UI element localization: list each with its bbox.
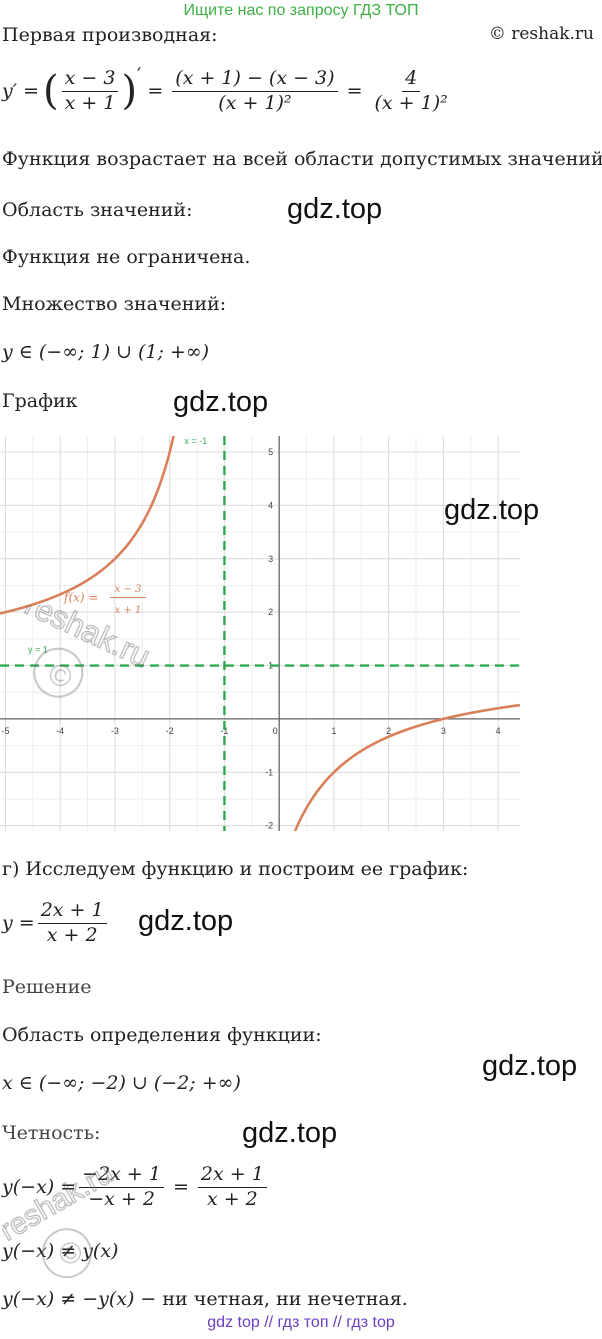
copyright-text: © reshak.ru	[488, 24, 594, 44]
value-set-heading: Множество значений:	[2, 293, 227, 315]
x-tick-label: -4	[56, 726, 64, 736]
x-tick-label: 0	[273, 726, 278, 736]
derivative-lhs: y′ =	[2, 80, 40, 103]
range-heading: Область значений:	[2, 199, 193, 221]
solution-heading: Решение	[2, 976, 92, 998]
y-tick-label: 3	[268, 554, 273, 564]
x-tick-label: 1	[331, 726, 336, 736]
x-tick-label: -5	[1, 726, 9, 736]
derivative-fraction-2: (x + 1) − (x − 3) (x + 1)²	[172, 67, 338, 115]
x-tick-label: -2	[166, 726, 174, 736]
y-tick-label: -2	[265, 821, 273, 831]
function-label-denominator: x + 1	[115, 605, 142, 616]
svg-text:©: ©	[43, 657, 77, 696]
domain-expression: x ∈ (−∞; −2) ∪ (−2; +∞)	[2, 1072, 241, 1094]
unbounded-text: Функция не ограничена.	[2, 246, 251, 268]
x-tick-label: 3	[441, 726, 446, 736]
derivative-fraction-3: 4 (x + 1)²	[374, 67, 448, 114]
watermark-6: gdz.top	[242, 1117, 338, 1149]
function-label: f(x) =	[63, 590, 98, 604]
asymptote-x-label: x = -1	[184, 436, 207, 446]
watermark-2: gdz.top	[173, 386, 269, 418]
part-g-heading: г) Исследуем функцию и построим ее графи…	[2, 858, 469, 880]
x-tick-label: -1	[220, 726, 228, 736]
first-derivative-heading: Первая производная:	[2, 24, 218, 46]
function-g-fraction: 2x + 1 x + 2	[37, 899, 107, 947]
watermark-3: gdz.top	[444, 494, 540, 526]
domain-heading: Область определения функции:	[2, 1024, 322, 1046]
curve-left-branch	[0, 436, 175, 615]
svg-text:reshak.ru: reshak.ru	[20, 605, 156, 675]
y-tick-label: -1	[265, 767, 273, 777]
y-tick-label: 5	[268, 447, 273, 457]
function-graph: -5-4-3-2-10123454321-1-2x = -1y = 1f(x) …	[0, 436, 520, 831]
svg-text:©: ©	[53, 1234, 89, 1274]
derivative-fraction-1: x − 3 x + 1	[61, 67, 119, 115]
parity-neq-1: y(−x) ≠ y(x)	[2, 1240, 119, 1262]
svg-text:reshak.ru: reshak.ru	[2, 1160, 119, 1248]
derivative-equation: y′ = ( x − 3 x + 1 ) ′ = (x + 1) − (x − …	[2, 64, 454, 115]
watermark-5: gdz.top	[482, 1050, 578, 1082]
function-g-equation: y = 2x + 1 x + 2	[2, 899, 110, 947]
watermark-4: gdz.top	[138, 905, 234, 937]
top-banner[interactable]: Ищите нас по запросу ГДЗ ТОП	[183, 2, 419, 19]
reshak-stamp-1: © reshak.ru	[19, 605, 156, 698]
parity-equation: y(−x) = −2x + 1 −x + 2 = 2x + 1 x + 2	[2, 1163, 270, 1211]
range-expression: y ∈ (−∞; 1) ∪ (1; +∞)	[2, 341, 210, 363]
x-tick-label: 2	[386, 726, 391, 736]
y-tick-label: 2	[268, 607, 273, 617]
x-tick-label: 4	[496, 726, 501, 736]
parity-neq-2: y(−x) ≠ −y(x) − ни четная, ни нечетная.	[2, 1288, 408, 1310]
parity-heading: Четность:	[2, 1122, 101, 1144]
increasing-text: Функция возрастает на всей области допус…	[2, 148, 602, 170]
function-label-numerator: x − 3	[115, 584, 142, 595]
curve-right-branch	[293, 703, 520, 831]
watermark-1: gdz.top	[287, 193, 383, 225]
reshak-stamp-2: © reshak.ru	[2, 1160, 120, 1279]
asymptote-y-label: y = 1	[28, 645, 48, 655]
x-tick-label: -3	[111, 726, 119, 736]
y-tick-label: 4	[268, 500, 273, 510]
bottom-banner[interactable]: gdz top // гдз топ // гдз top	[207, 1314, 395, 1331]
graph-heading: График	[2, 390, 78, 412]
